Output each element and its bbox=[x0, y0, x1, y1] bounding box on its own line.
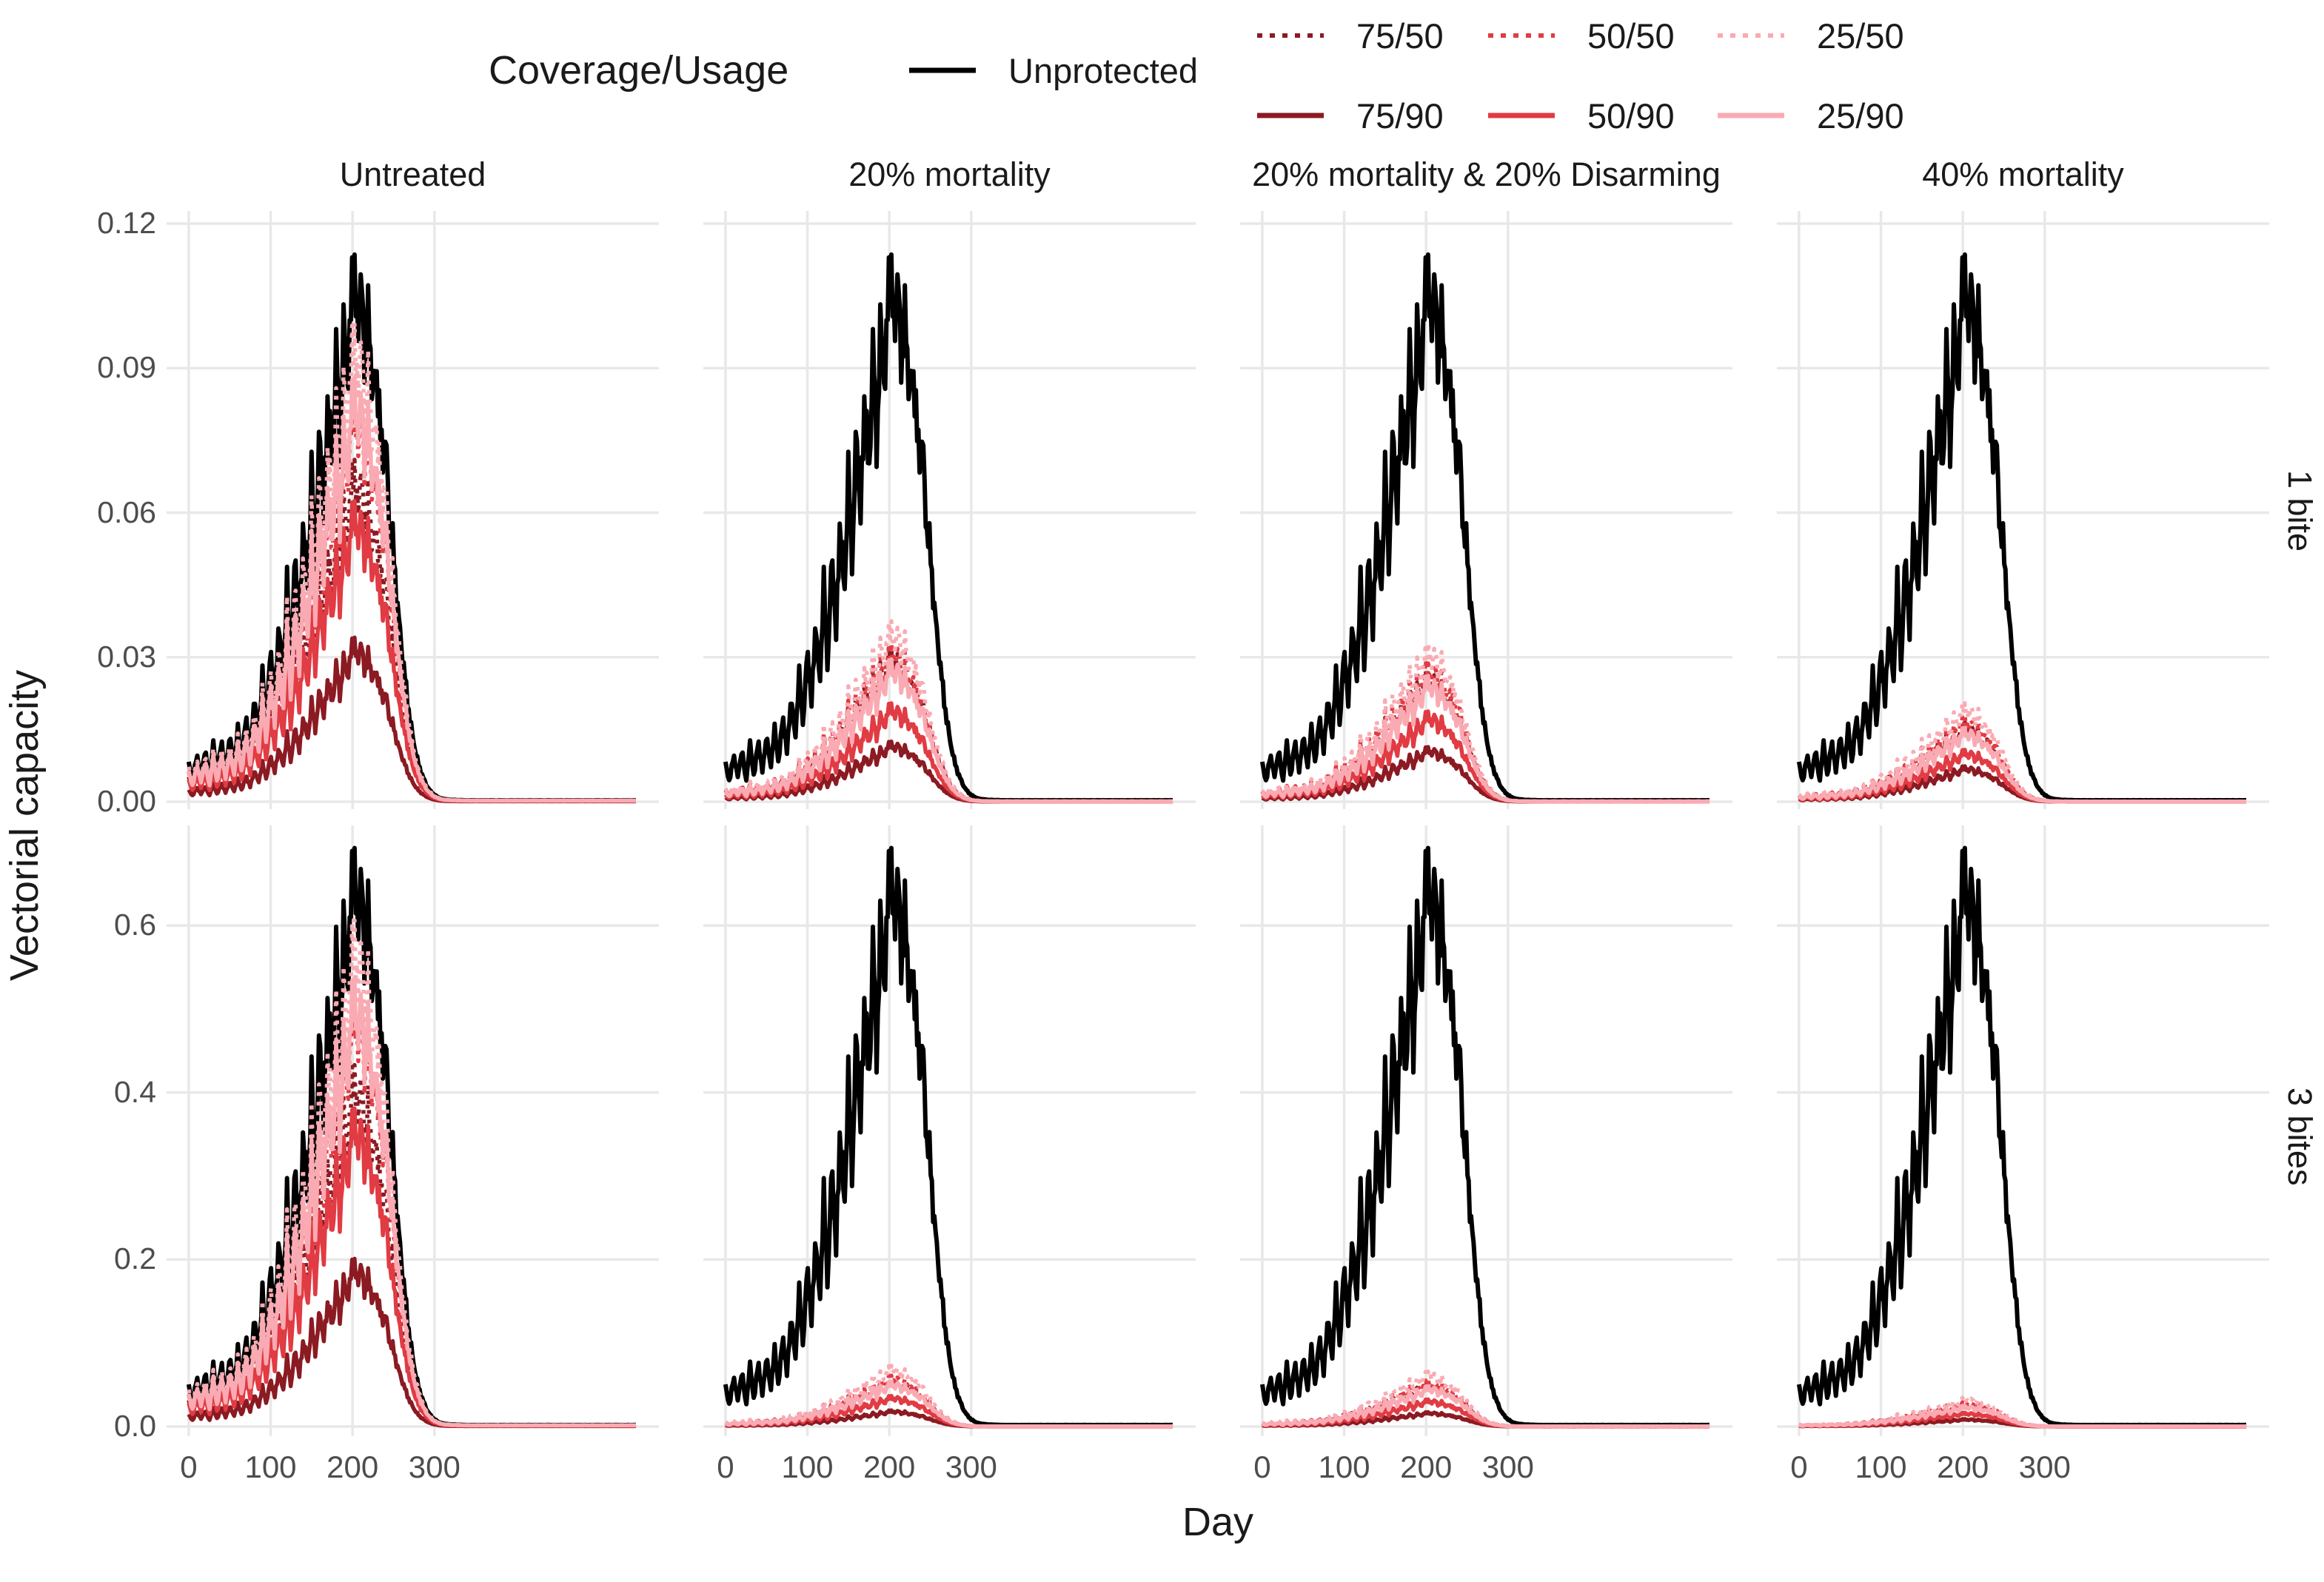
x-tick-label: 0 bbox=[180, 1449, 198, 1484]
legend-key-25-90-icon bbox=[1718, 113, 1784, 118]
legend-key-75-50-icon bbox=[1257, 33, 1324, 38]
panel-untreated-3-bites bbox=[167, 825, 659, 1436]
legend-entry-label: 50/50 bbox=[1587, 16, 1675, 56]
series-unprotected-line bbox=[723, 845, 1174, 1428]
x-tick-label: 300 bbox=[2018, 1449, 2071, 1484]
y-tick-label: 0.12 bbox=[97, 206, 156, 241]
x-tick-label: 100 bbox=[781, 1449, 834, 1484]
x-tick-label: 100 bbox=[1318, 1449, 1370, 1484]
series-unprotected-line bbox=[186, 845, 637, 1428]
x-axis-title: Day bbox=[1182, 1500, 1254, 1544]
y-tick-label: 0.06 bbox=[97, 495, 156, 529]
x-tick-label: 300 bbox=[1481, 1449, 1534, 1484]
legend-entry-label: 75/90 bbox=[1356, 95, 1444, 135]
legend-entry-25-90: 25/90 bbox=[1715, 93, 1904, 138]
series-25_90-line bbox=[1798, 1404, 2248, 1429]
legend-key-50-50-icon bbox=[1488, 33, 1555, 38]
series-25_50-line bbox=[723, 619, 1174, 804]
series-unprotected-line bbox=[1259, 252, 1711, 803]
series-25_90-line bbox=[1260, 674, 1711, 804]
series-unprotected-line bbox=[1796, 252, 2248, 803]
panel-untreated-1-bite bbox=[167, 211, 659, 809]
series-25_90-line bbox=[187, 375, 637, 803]
series-25_90-line bbox=[723, 657, 1174, 804]
x-tick-label: 200 bbox=[327, 1449, 379, 1484]
facet-title-untreated: Untreated bbox=[339, 155, 486, 193]
series-unprotected-line bbox=[723, 252, 1174, 803]
legend-key-unprotected-icon bbox=[909, 67, 976, 73]
legend-key-25-50-icon bbox=[1718, 33, 1784, 38]
legend-entry-50-90: 50/90 bbox=[1485, 93, 1675, 138]
x-tick-label: 300 bbox=[945, 1449, 997, 1484]
y-tick-label: 0.6 bbox=[114, 908, 156, 942]
legend-key-75-90-icon bbox=[1257, 113, 1324, 118]
series-25_90-line bbox=[1798, 725, 2248, 804]
panel-20-mortality-3-bites bbox=[703, 825, 1196, 1436]
legend-entry-75-50: 75/50 bbox=[1254, 13, 1444, 58]
panel-20-mortality-1-bite bbox=[703, 211, 1196, 809]
panel-20-mortality-20-disarming-1-bite bbox=[1240, 211, 1732, 809]
x-tick-label: 0 bbox=[1790, 1449, 1808, 1484]
legend-entry-label: 50/90 bbox=[1587, 95, 1675, 135]
facet-title-20-mortality-20-disarming: 20% mortality & 20% Disarming bbox=[1252, 155, 1721, 193]
legend-entry-label: 75/50 bbox=[1356, 16, 1444, 56]
legend-entry-50-50: 50/50 bbox=[1485, 13, 1675, 58]
legend-key-50-90-icon bbox=[1488, 113, 1555, 118]
legend-title: Coverage/Usage bbox=[489, 48, 789, 93]
facet-title-40-mortality: 40% mortality bbox=[1922, 155, 2124, 193]
series-unprotected-line bbox=[1796, 845, 2248, 1428]
legend-entry-label: 25/90 bbox=[1817, 95, 1904, 135]
x-tick-label: 0 bbox=[717, 1449, 734, 1484]
strip-label-3-bites: 3 bites bbox=[2281, 1087, 2319, 1186]
series-25_90-line bbox=[1261, 1384, 1711, 1429]
x-tick-label: 200 bbox=[1400, 1449, 1453, 1484]
x-tick-label: 300 bbox=[408, 1449, 461, 1484]
series-unprotected-line bbox=[1259, 845, 1711, 1428]
x-tick-label: 200 bbox=[1937, 1449, 1989, 1484]
x-tick-label: 0 bbox=[1253, 1449, 1271, 1484]
y-tick-label: 0.09 bbox=[97, 350, 156, 385]
x-tick-label: 100 bbox=[1855, 1449, 1907, 1484]
legend-entry-25-50: 25/50 bbox=[1715, 13, 1904, 58]
legend-entry-label: Unprotected bbox=[1008, 50, 1199, 90]
legend-entry-75-90: 75/90 bbox=[1254, 93, 1444, 138]
x-tick-label: 200 bbox=[863, 1449, 916, 1484]
strip-label-1-bite: 1 bite bbox=[2281, 469, 2319, 552]
y-tick-label: 0.2 bbox=[114, 1241, 156, 1276]
panel-40-mortality-3-bites bbox=[1777, 825, 2269, 1436]
panel-20-mortality-20-disarming-3-bites bbox=[1240, 825, 1732, 1436]
panel-40-mortality-1-bite bbox=[1777, 211, 2269, 809]
legend-entry-label: 25/50 bbox=[1817, 16, 1904, 56]
legend-entry-unprotected: Unprotected bbox=[906, 48, 1198, 93]
y-tick-label: 0.0 bbox=[114, 1409, 156, 1443]
series-25_90-line bbox=[187, 976, 637, 1428]
facet-title-20-mortality: 20% mortality bbox=[848, 155, 1051, 193]
y-tick-label: 0.03 bbox=[97, 639, 156, 674]
y-tick-label: 0.00 bbox=[97, 784, 156, 818]
y-tick-label: 0.4 bbox=[114, 1074, 156, 1109]
x-tick-label: 100 bbox=[244, 1449, 297, 1484]
series-25_90-line bbox=[724, 1379, 1174, 1429]
